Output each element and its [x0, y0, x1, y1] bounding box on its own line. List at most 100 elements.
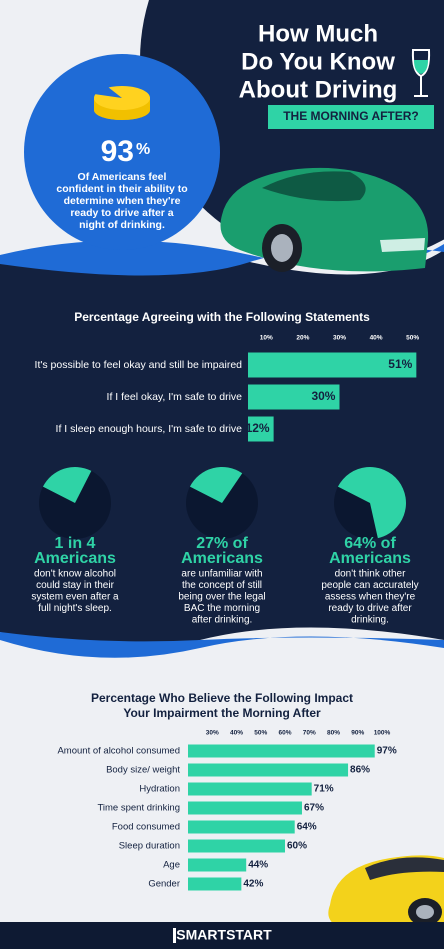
stat-subhead: Americans	[181, 550, 263, 567]
stat-text: ready to drive after	[328, 603, 412, 614]
chart-title: Your Impairment the Morning After	[123, 706, 321, 720]
cheese-icon	[94, 86, 150, 120]
stat-text: are unfamiliar with	[181, 569, 262, 580]
value-label: 44%	[248, 860, 268, 871]
bar	[188, 820, 295, 834]
category-label: Amount of alcohol consumed	[57, 746, 180, 757]
bar	[188, 839, 285, 853]
hero-unit: %	[136, 141, 150, 158]
title-line: How Much	[258, 20, 378, 47]
category-label: Age	[163, 860, 180, 871]
x-tick-label: 100%	[374, 730, 391, 737]
x-tick-label: 70%	[303, 730, 316, 737]
value-label: 30%	[311, 389, 335, 403]
value-label: 12%	[246, 421, 270, 435]
value-label: 51%	[388, 357, 412, 371]
x-tick-label: 40%	[230, 730, 243, 737]
title-line: Do You Know	[241, 48, 395, 75]
car-rim	[271, 234, 293, 262]
hero-text: determine when they're	[64, 195, 181, 207]
stat-text: the concept of still	[182, 580, 262, 591]
bar	[248, 384, 340, 410]
pie-slice	[189, 466, 243, 503]
band-accent	[0, 632, 444, 658]
category-label: If I sleep enough hours, I'm safe to dri…	[56, 423, 243, 435]
glass-bowl	[411, 49, 431, 78]
stat-text: could stay in their	[36, 580, 114, 591]
bar	[248, 352, 417, 378]
green-car	[220, 167, 429, 272]
banner	[268, 105, 434, 129]
x-tick-label: 50%	[406, 335, 419, 342]
stat-text: after drinking.	[192, 615, 253, 626]
stat-headline: 27% of	[196, 535, 248, 552]
stat-headline: 64% of	[344, 535, 396, 552]
x-tick-label: 30%	[333, 335, 346, 342]
stat-text: BAC the morning	[184, 603, 260, 614]
stat-subhead: Americans	[34, 550, 116, 567]
value-label: 64%	[297, 822, 317, 833]
value-label: 97%	[377, 746, 397, 757]
category-label: Food consumed	[112, 822, 180, 833]
bar	[188, 858, 247, 872]
footer-icon	[173, 928, 176, 943]
chart-title: Percentage Who Believe the Following Imp…	[91, 691, 353, 705]
footer-brand: SMARTSTART	[176, 927, 272, 943]
hero-text: ready to drive after a	[70, 207, 173, 219]
category-label: Hydration	[139, 784, 180, 795]
bar	[188, 801, 302, 815]
bar	[188, 782, 312, 796]
pie-slice	[337, 467, 406, 539]
category-label: It's possible to feel okay and still be …	[35, 359, 243, 371]
value-label: 71%	[314, 784, 334, 795]
x-tick-label: 40%	[370, 335, 383, 342]
bar	[248, 416, 274, 442]
stat-text: don't know alcohol	[34, 569, 116, 580]
title-line: About Driving	[239, 76, 398, 103]
x-tick-label: 80%	[327, 730, 340, 737]
hero-text: night of drinking.	[79, 219, 165, 231]
stat-headline: 1 in 4	[55, 535, 96, 552]
car-rim	[416, 905, 434, 919]
wine-glass	[411, 49, 431, 97]
category-label: If I feel okay, I'm safe to drive	[107, 391, 243, 403]
category-label: Sleep duration	[119, 841, 180, 852]
category-label: Body size/ weight	[106, 765, 180, 776]
stat-text: system even after a	[31, 592, 119, 603]
stat-text: drinking.	[351, 615, 389, 626]
cheese-cut	[94, 87, 122, 98]
bar	[188, 877, 242, 891]
stat-text: people can accurately	[321, 580, 418, 591]
x-tick-label: 10%	[260, 335, 273, 342]
value-label: 67%	[304, 803, 324, 814]
car-light	[380, 238, 425, 252]
stat-subhead: Americans	[329, 550, 411, 567]
bar	[188, 763, 349, 777]
car-windshield	[262, 171, 366, 202]
yellow-car	[328, 855, 444, 926]
hero-text: confident in their ability to	[56, 183, 187, 195]
pie-slice	[42, 467, 92, 503]
x-tick-label: 50%	[254, 730, 267, 737]
x-tick-label: 30%	[206, 730, 219, 737]
x-tick-label: 20%	[296, 335, 309, 342]
category-label: Gender	[148, 879, 180, 890]
banner-text: THE MORNING AFTER?	[283, 109, 419, 123]
value-label: 86%	[350, 765, 370, 776]
value-label: 60%	[287, 841, 307, 852]
glass-wine	[414, 60, 428, 74]
bar	[188, 744, 375, 758]
car-window	[365, 857, 444, 880]
x-tick-label: 90%	[351, 730, 364, 737]
stat-text: assess when they're	[325, 592, 416, 603]
x-tick-label: 60%	[278, 730, 291, 737]
footer	[0, 922, 444, 949]
hero-value: 93	[101, 135, 134, 168]
stat-text: being over the legal	[178, 592, 265, 603]
stat-text: full night's sleep.	[38, 603, 112, 614]
category-label: Time spent drinking	[97, 803, 180, 814]
stat-text: don't think other	[335, 569, 407, 580]
dark-band	[0, 247, 444, 651]
